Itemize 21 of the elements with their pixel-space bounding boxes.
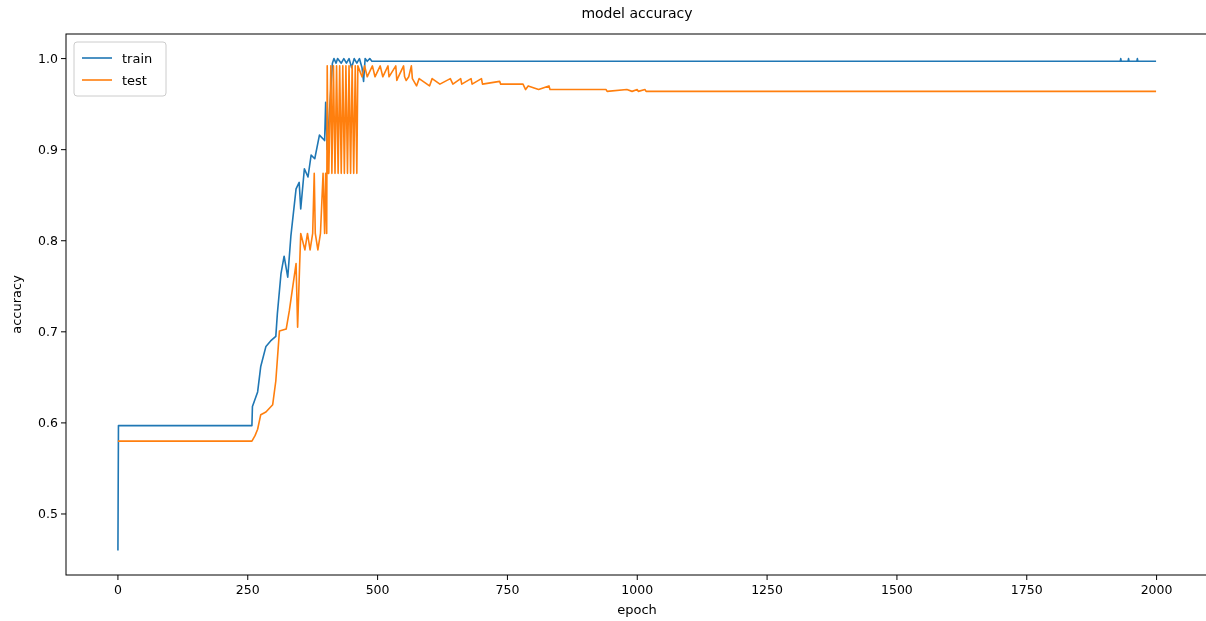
y-tick-label: 0.6 (38, 415, 59, 431)
x-tick-label: 500 (365, 582, 390, 597)
y-tick-label: 0.8 (38, 233, 59, 249)
y-tick-label: 1.0 (38, 50, 59, 66)
y-axis-title: accuracy (9, 274, 24, 334)
x-tick-label: 1500 (881, 582, 913, 597)
y-tick-label: 0.7 (38, 324, 58, 340)
chart-title: model accuracy (581, 5, 693, 21)
x-tick-label: 1000 (621, 582, 654, 597)
x-tick-label: 250 (235, 582, 260, 597)
x-axis-title: epoch (617, 602, 657, 617)
x-tick-label: 1250 (751, 582, 784, 597)
y-tick-label: 0.9 (38, 142, 59, 158)
y-tick-label: 0.5 (38, 506, 58, 522)
x-tick-label: 750 (495, 582, 520, 597)
legend-label: test (122, 72, 147, 88)
x-tick-label: 1750 (1010, 582, 1043, 597)
legend-label: train (122, 50, 153, 66)
line-series (117, 65, 1157, 442)
x-tick-label: 2000 (1140, 582, 1173, 597)
x-tick-label: 0 (113, 582, 122, 597)
